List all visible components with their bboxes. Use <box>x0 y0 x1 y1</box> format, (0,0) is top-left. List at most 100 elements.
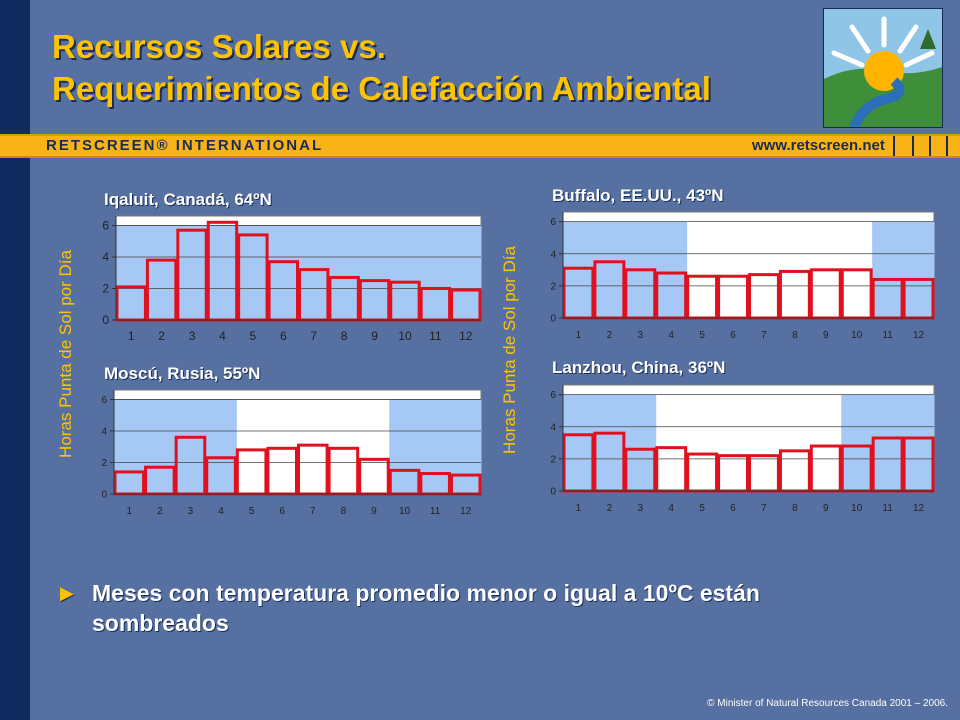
x-tick-label: 10 <box>399 506 411 517</box>
x-tick-label: 1 <box>576 503 582 514</box>
y-tick-label: 6 <box>550 217 556 228</box>
shaded-month <box>144 399 176 494</box>
shaded-month <box>903 394 935 491</box>
shaded-month <box>872 221 904 318</box>
x-tick-label: 3 <box>638 503 644 514</box>
x-tick-label: 11 <box>429 329 442 343</box>
shaded-month <box>872 394 904 491</box>
shaded-month <box>176 225 208 320</box>
x-tick-label: 8 <box>341 329 348 343</box>
x-tick-label: 7 <box>310 329 317 343</box>
x-tick-label: 5 <box>699 503 705 514</box>
y-tick-label: 6 <box>102 219 109 233</box>
x-tick-label: 6 <box>730 330 736 341</box>
x-tick-label: 11 <box>430 506 441 517</box>
x-tick-label: 7 <box>761 503 767 514</box>
shaded-month <box>450 225 482 320</box>
shaded-month <box>175 399 207 494</box>
x-tick-label: 4 <box>668 330 674 341</box>
shaded-month <box>563 394 595 491</box>
shaded-month <box>903 221 935 318</box>
x-tick-label: 12 <box>913 503 925 514</box>
left-accent-strip <box>0 0 30 720</box>
slide-title-line-2: Requerimientos de Calefacción Ambiental <box>52 70 711 107</box>
y-tick-label: 4 <box>550 422 556 433</box>
y-tick-label: 2 <box>550 454 556 465</box>
x-tick-label: 11 <box>882 503 893 514</box>
y-tick-label: 4 <box>101 426 107 437</box>
copyright-notice: © Minister of Natural Resources Canada 2… <box>707 698 948 709</box>
chart-title-iqaluit: Iqaluit, Canadá, 64ºN <box>104 190 272 209</box>
shaded-month <box>593 394 626 491</box>
chart-title-moscu: Moscú, Rusia, 55ºN <box>104 364 261 383</box>
y-tick-label: 6 <box>101 395 107 406</box>
shaded-month <box>298 225 330 320</box>
x-tick-label: 12 <box>460 506 472 517</box>
shaded-month <box>359 225 391 320</box>
x-tick-label: 5 <box>699 330 705 341</box>
banner-url: www.retscreen.net <box>752 137 885 154</box>
banner-brand: RETSCREEN® INTERNATIONAL <box>46 137 324 154</box>
x-tick-label: 12 <box>459 329 473 343</box>
x-tick-label: 2 <box>157 506 163 517</box>
retscreen-banner: RETSCREEN® INTERNATIONAL www.retscreen.n… <box>0 134 960 158</box>
y-tick-label: 2 <box>550 281 556 292</box>
shaded-month <box>841 394 873 491</box>
x-tick-label: 4 <box>219 329 226 343</box>
shaded-month <box>205 399 237 494</box>
x-tick-label: 6 <box>280 329 287 343</box>
y-tick-label: 4 <box>102 250 109 264</box>
shaded-month <box>114 399 146 494</box>
shaded-month <box>207 225 239 320</box>
retscreen-logo <box>823 8 943 128</box>
shaded-month <box>328 225 360 320</box>
x-tick-label: 12 <box>913 330 925 341</box>
banner-divider <box>929 136 931 156</box>
x-tick-label: 6 <box>279 506 285 517</box>
shaded-month <box>450 399 482 494</box>
x-tick-label: 8 <box>792 330 798 341</box>
bullet-note: ▶ Meses con temperatura promedio menor o… <box>60 578 860 638</box>
banner-divider <box>893 136 895 156</box>
y-tick-label: 0 <box>550 487 556 498</box>
x-tick-label: 1 <box>127 506 133 517</box>
banner-divider <box>912 136 914 156</box>
shaded-month <box>420 225 452 320</box>
x-tick-label: 9 <box>371 329 378 343</box>
shaded-month <box>389 225 421 320</box>
x-tick-label: 10 <box>851 503 863 514</box>
shaded-month <box>419 399 451 494</box>
x-tick-label: 7 <box>761 330 767 341</box>
shaded-month <box>563 221 595 318</box>
x-tick-label: 3 <box>188 506 194 517</box>
shaded-month <box>268 225 299 320</box>
y-tick-label: 2 <box>101 458 107 469</box>
x-tick-label: 8 <box>341 506 347 517</box>
triangle-right-icon: ▶ <box>60 583 74 603</box>
slide-title-line-1: Recursos Solares vs. <box>52 28 386 65</box>
chart-title-buffalo: Buffalo, EE.UU., 43ºN <box>552 186 724 205</box>
shaded-month <box>237 225 269 320</box>
x-tick-label: 10 <box>398 329 412 343</box>
x-tick-label: 8 <box>792 503 798 514</box>
x-tick-label: 9 <box>823 330 829 341</box>
y-axis-label-left: Horas Punta de Sol por Día <box>56 250 75 458</box>
y-tick-label: 6 <box>550 390 556 401</box>
shaded-month <box>116 225 147 320</box>
y-tick-label: 4 <box>550 249 556 260</box>
chart-title-lanzhou: Lanzhou, China, 36ºN <box>552 358 726 377</box>
x-tick-label: 10 <box>851 330 863 341</box>
x-tick-label: 5 <box>250 329 257 343</box>
shaded-month <box>593 221 626 318</box>
x-tick-label: 3 <box>189 329 196 343</box>
x-tick-label: 3 <box>638 330 644 341</box>
x-tick-label: 2 <box>158 329 165 343</box>
y-tick-label: 0 <box>102 313 109 327</box>
shaded-month <box>146 225 178 320</box>
x-tick-label: 9 <box>371 506 377 517</box>
y-tick-label: 0 <box>101 490 107 501</box>
